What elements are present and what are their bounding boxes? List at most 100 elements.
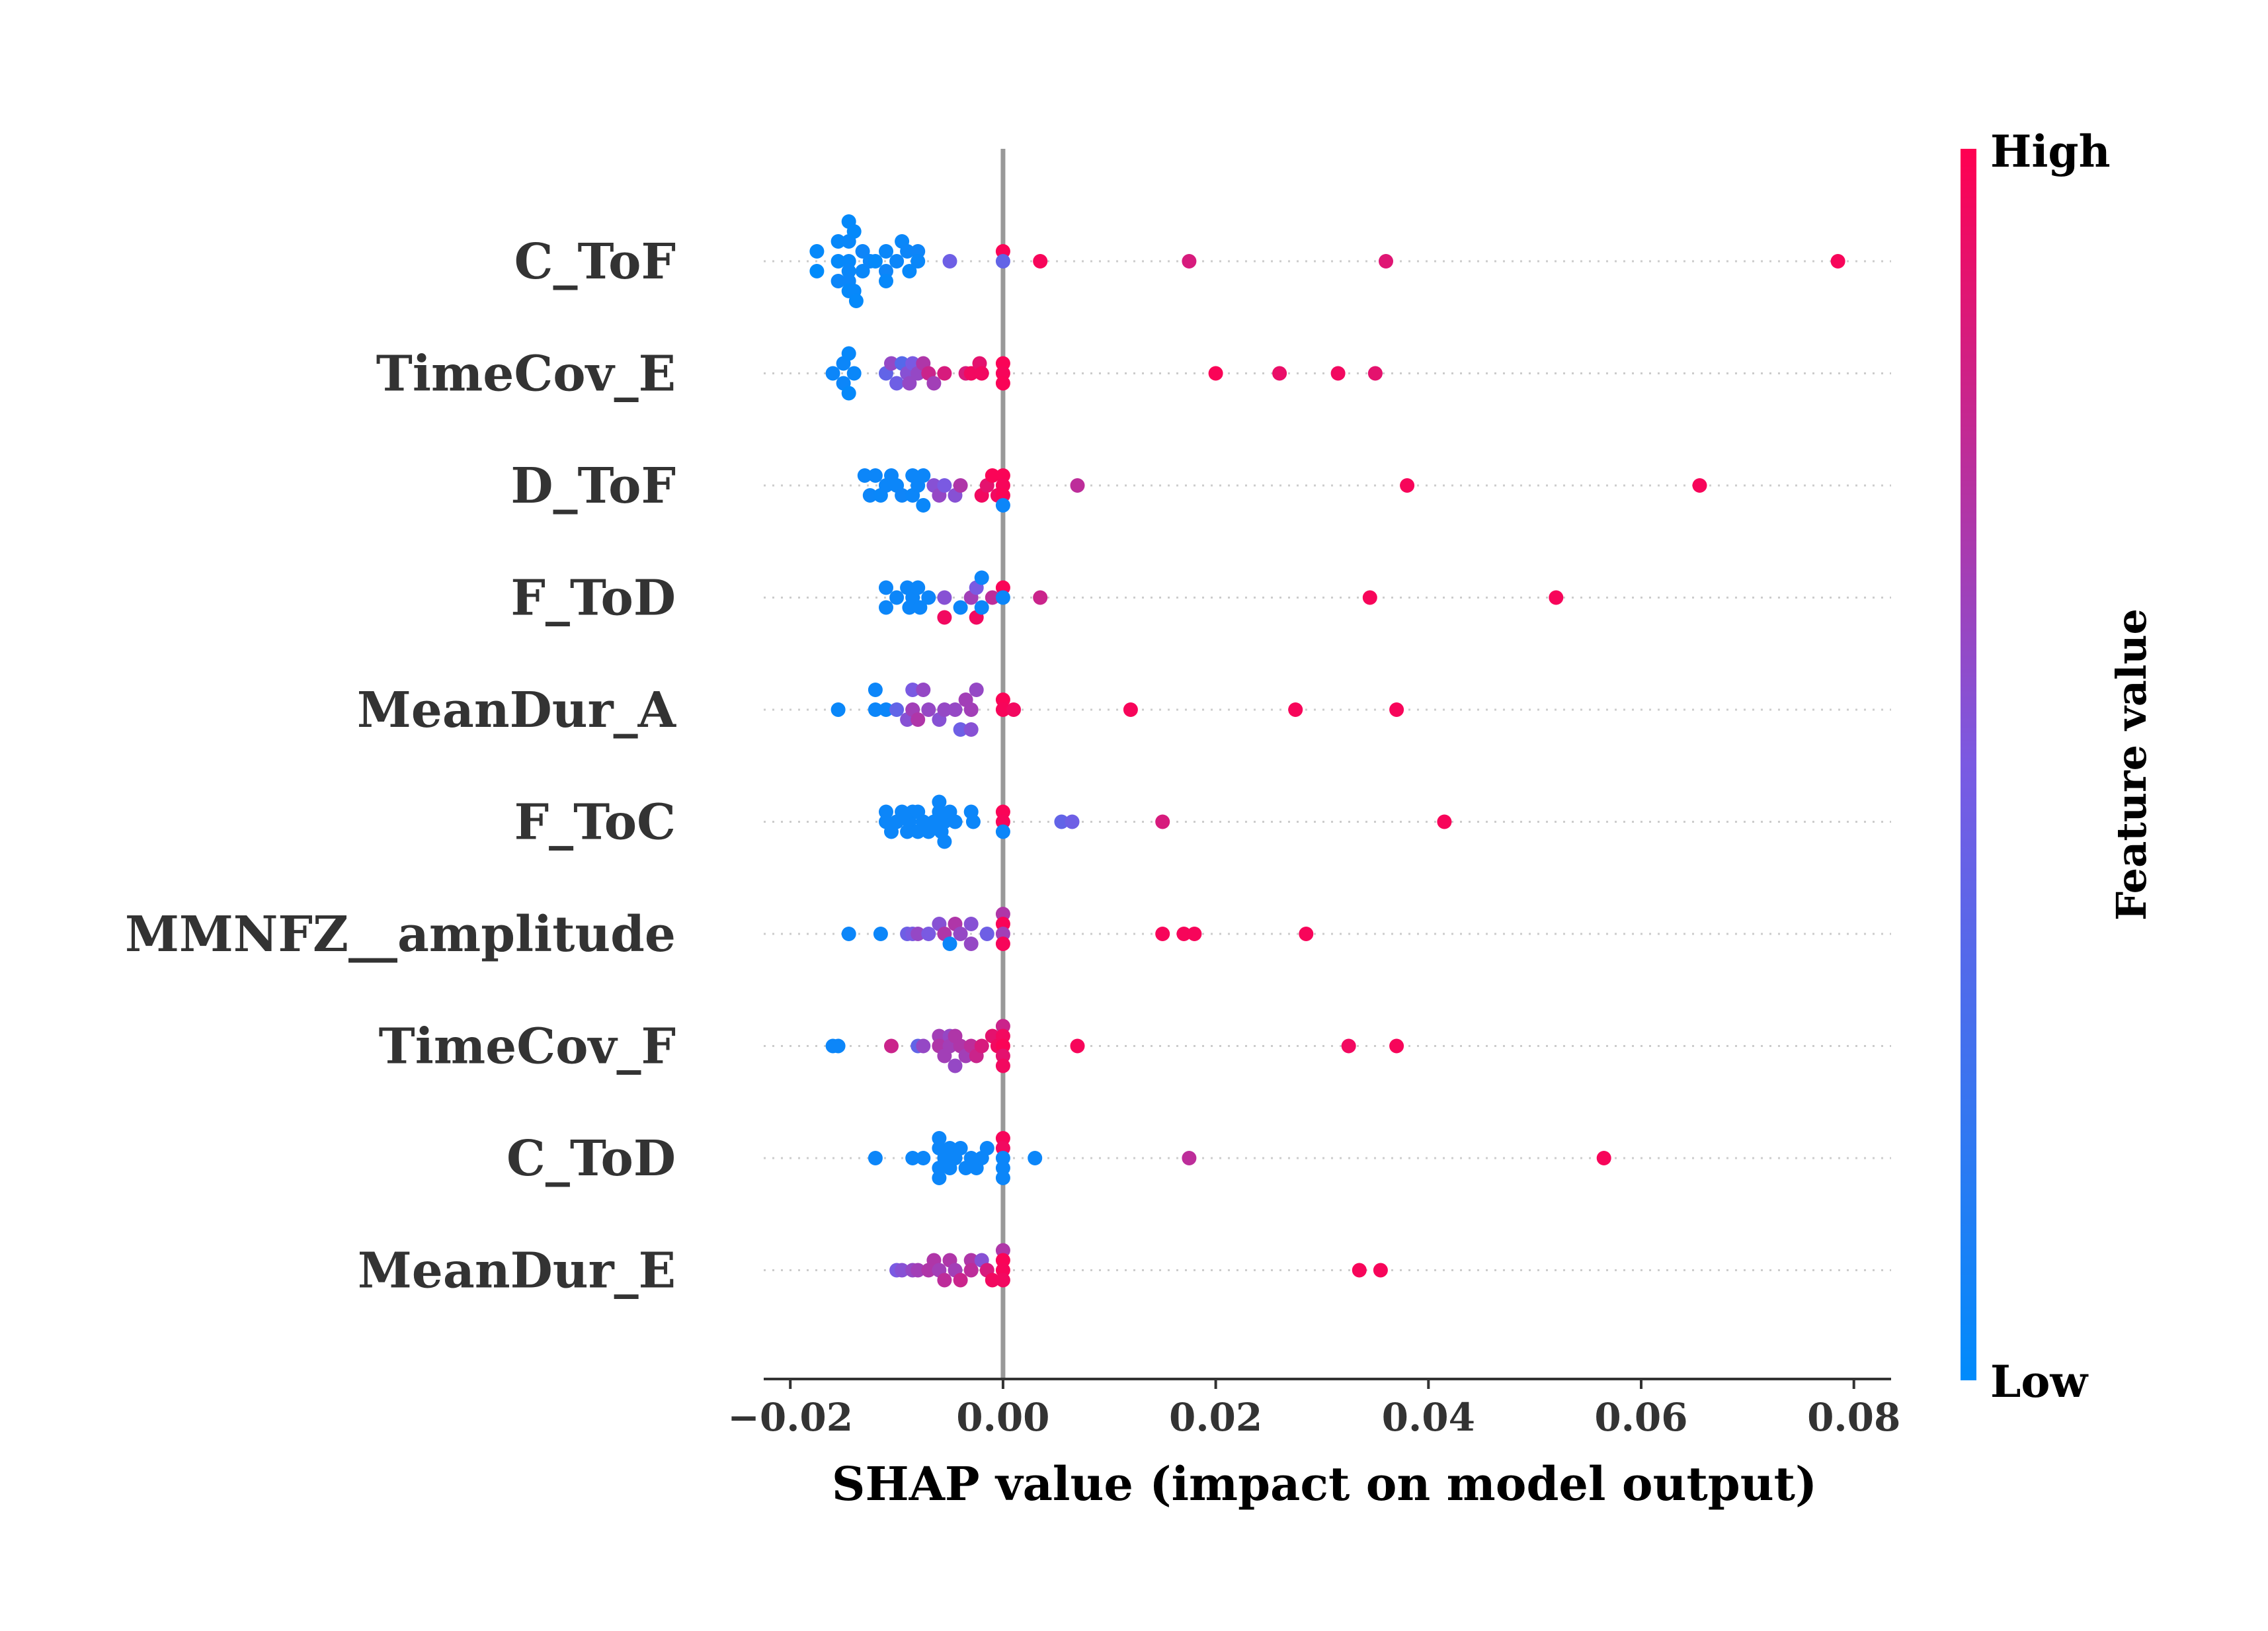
shap-point <box>979 927 994 941</box>
shap-point <box>979 1141 994 1155</box>
shap-point <box>884 356 899 371</box>
shap-point <box>995 937 1010 951</box>
feature-label: F_ToD <box>510 570 676 627</box>
shap-point <box>830 274 846 288</box>
shap-point <box>916 683 931 697</box>
shap-point <box>1182 1151 1197 1165</box>
shap-point <box>912 600 928 615</box>
shap-point <box>1549 590 1564 605</box>
shap-point <box>889 702 905 717</box>
shap-point <box>902 376 917 391</box>
shap-points <box>809 214 1845 1288</box>
shap-point <box>911 254 926 269</box>
shap-point <box>995 1171 1010 1185</box>
shap-point <box>916 1038 931 1054</box>
shap-point <box>1596 1151 1611 1165</box>
feature-label: C_ToF <box>514 233 676 290</box>
shap-point <box>841 386 856 401</box>
x-tick-label: 0.00 <box>956 1395 1049 1440</box>
shap-point <box>1362 590 1377 605</box>
shap-point <box>926 376 942 391</box>
shap-point <box>963 702 979 717</box>
shap-point <box>953 600 968 615</box>
shap-point <box>895 804 910 819</box>
colorbar-title: Feature value <box>2107 608 2156 921</box>
row-guidelines <box>764 260 1891 1271</box>
shap-point <box>841 346 856 361</box>
shap-point <box>846 224 862 239</box>
shap-point <box>921 927 936 941</box>
shap-point <box>873 927 888 941</box>
shap-point <box>1692 478 1707 493</box>
x-tick-label: −0.02 <box>727 1395 853 1440</box>
shap-point <box>911 712 926 727</box>
shap-point <box>868 254 883 269</box>
shap-point <box>1033 254 1048 269</box>
shap-point <box>916 468 931 483</box>
shap-point <box>884 1038 899 1054</box>
shap-point <box>889 376 905 391</box>
feature-label: MeanDur_E <box>358 1243 676 1300</box>
shap-point <box>905 683 920 697</box>
shap-point <box>911 580 926 595</box>
shap-point <box>830 1038 846 1054</box>
shap-point <box>857 468 872 483</box>
shap-point <box>895 1263 910 1278</box>
shap-point <box>911 1263 926 1278</box>
shap-point <box>830 234 846 249</box>
shap-point <box>879 702 893 717</box>
shap-point <box>879 580 893 595</box>
shap-point <box>953 478 968 493</box>
x-tick-label: 0.08 <box>1807 1395 1900 1440</box>
x-tick-label: 0.02 <box>1169 1395 1262 1440</box>
shap-point <box>1437 814 1452 829</box>
shap-point <box>1006 702 1021 717</box>
shap-point <box>1033 590 1048 605</box>
shap-point <box>868 702 883 717</box>
shap-point <box>948 1058 963 1073</box>
x-tick-label: 0.04 <box>1382 1395 1475 1440</box>
shap-point <box>995 498 1010 513</box>
shap-point <box>942 254 957 269</box>
shap-point <box>932 794 947 810</box>
shap-point <box>1028 1151 1043 1165</box>
shap-point <box>985 468 1000 483</box>
shap-point <box>948 702 963 717</box>
shap-point <box>916 498 931 513</box>
feature-label: C_ToD <box>506 1130 676 1187</box>
shap-point <box>905 1151 920 1165</box>
colorbar <box>1961 149 1976 1380</box>
shap-point <box>1070 478 1085 493</box>
shap-point <box>995 1273 1010 1288</box>
shap-point <box>1054 814 1069 829</box>
shap-point <box>895 488 910 503</box>
shap-point <box>937 702 952 717</box>
shap-point <box>1187 927 1202 941</box>
shap-point <box>937 590 952 605</box>
feature-label: TimeCov_E <box>376 346 676 403</box>
shap-point <box>841 927 856 941</box>
shap-point <box>1208 366 1223 381</box>
shap-point <box>1070 1038 1085 1054</box>
feature-label: F_ToC <box>514 794 676 851</box>
shap-point <box>1123 702 1138 717</box>
shap-point <box>937 478 952 493</box>
shap-point <box>965 814 981 829</box>
shap-point <box>1155 927 1170 941</box>
shap-point <box>809 244 825 259</box>
shap-point <box>1830 254 1845 269</box>
shap-point <box>921 702 936 717</box>
shap-point <box>937 834 952 849</box>
shap-point <box>1182 254 1197 269</box>
shap-point <box>974 570 989 585</box>
shap-point <box>848 294 864 308</box>
x-tick-label: 0.06 <box>1594 1395 1687 1440</box>
colorbar-high-label: High <box>1990 126 2111 177</box>
shap-point <box>1330 366 1346 381</box>
feature-label: D_ToF <box>510 458 676 515</box>
shap-point <box>995 590 1010 605</box>
shap-point <box>879 600 893 615</box>
x-axis-title: SHAP value (impact on model output) <box>832 1456 1817 1511</box>
shap-point <box>995 824 1010 839</box>
